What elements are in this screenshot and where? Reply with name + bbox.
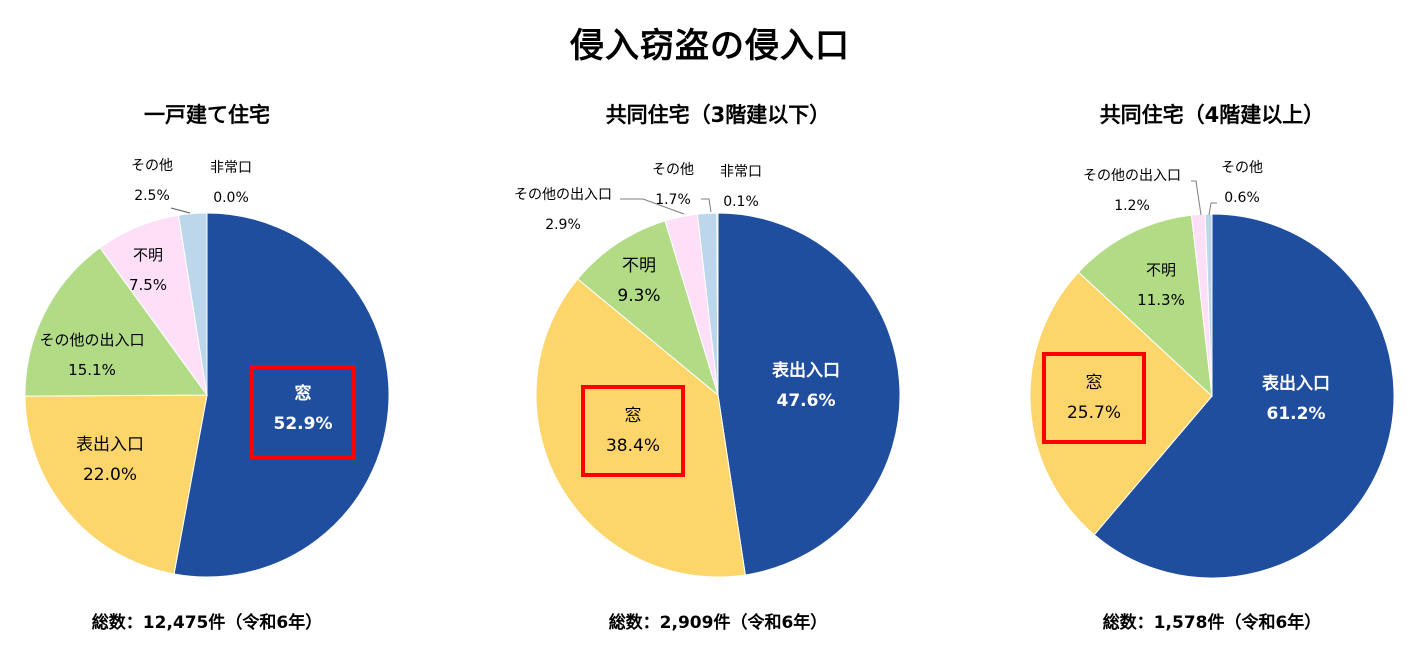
pie-chart-apartment-low: 共同住宅（3階建以下） 窓 38.4% 表出入口 47.6% 不明 9.3% その他の…: [483, 95, 953, 655]
pie-svg: [535, 198, 901, 578]
pie-svg: [24, 207, 390, 578]
slice-label-other-entrance: その他の出入口 2.9%: [514, 187, 612, 233]
slice-label-other: その他 1.7%: [652, 162, 694, 208]
highlight-box: [581, 385, 685, 477]
pie-slice: [577, 220, 719, 397]
pie-slice: [535, 278, 746, 578]
slice-label-unknown: 不明 11.3%: [1137, 261, 1185, 309]
pie-slice: [1204, 213, 1213, 397]
slice-label-front-door: 表出入口 22.0%: [76, 435, 144, 485]
pie-slice: [24, 247, 208, 397]
pie-slice: [716, 212, 719, 396]
slice-label-window: 窓 25.7%: [1066, 373, 1122, 423]
pie-slices: [24, 212, 390, 578]
chart-title: 一戸建て住宅: [144, 103, 270, 127]
slice-label-unknown: 不明 7.5%: [128, 246, 168, 294]
pie-svg: [1029, 180, 1395, 579]
pie-chart-apartment-high: 共同住宅（4階建以上） 窓 25.7% 表出入口 61.2% 不明 11.3% その他…: [977, 95, 1420, 655]
slice-label-emergency-exit: 非常口 0.0%: [210, 160, 252, 206]
slice-label-other-entrance: その他の出入口 1.2%: [1083, 168, 1181, 214]
main-title: 侵入窃盗の侵入口: [570, 26, 850, 66]
pie-slice: [1093, 213, 1395, 579]
slice-label-other: その他 0.6%: [1221, 160, 1263, 206]
pie-slice: [173, 212, 390, 578]
slice-label-other: その他 2.5%: [131, 158, 173, 204]
slice-label-emergency-exit: 非常口 0.1%: [720, 164, 762, 210]
slice-label-window: 窓 38.4%: [605, 406, 661, 456]
total-count: 総数：2,909件（令和6年）: [608, 613, 828, 633]
slice-label-front-door: 表出入口 47.6%: [772, 361, 840, 411]
pie-slice: [24, 394, 208, 575]
pie-chart-detached-house: 一戸建て住宅 窓 52.9% 表出入口 22.0% その他の出入口 15.1% 不明 7…: [0, 95, 442, 655]
pie-slice: [1029, 271, 1213, 536]
total-count: 総数：12,475件（令和6年）: [91, 613, 323, 633]
total-count: 総数：1,578件（令和6年）: [1102, 613, 1322, 633]
pie-slice: [717, 212, 901, 576]
pie-slice: [177, 212, 208, 396]
slice-label-front-door: 表出入口 61.2%: [1262, 374, 1330, 424]
slice-label-other-entrance: その他の出入口 15.1%: [39, 331, 145, 379]
slice-label-window: 窓 52.9%: [273, 384, 333, 434]
pie-slices: [535, 212, 901, 578]
highlight-box: [250, 365, 356, 459]
slice-label-unknown: 不明 9.3%: [617, 256, 661, 306]
chart-title: 共同住宅（3階建以下）: [605, 103, 831, 127]
pie-slices: [1029, 213, 1395, 579]
pie-slice: [1077, 214, 1213, 398]
highlight-box: [1042, 352, 1146, 444]
chart-title: 共同住宅（4階建以上）: [1099, 103, 1325, 127]
